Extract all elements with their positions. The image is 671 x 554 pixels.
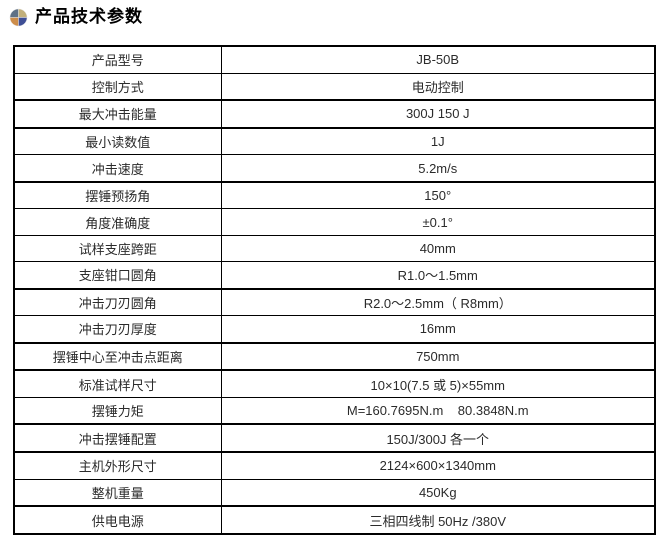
param-value-cell: R2.0～2.5mm（ R8mm） [220, 288, 656, 317]
param-value-cell: 5.2m/s [220, 154, 656, 183]
param-value-cell: M=160.7695N.m 80.3848N.m [220, 396, 656, 426]
param-value-cell: ±0.1° [220, 208, 656, 236]
param-label-cell: 摆锤预扬角 [13, 181, 222, 210]
param-label-cell: 整机重量 [13, 478, 222, 508]
table-row: 冲击刀刃圆角 R2.0～2.5mm（ R8mm） [13, 288, 656, 317]
param-value-cell: 450Kg [220, 478, 656, 508]
param-label-cell: 试样支座跨距 [13, 234, 222, 263]
table-row: 摆锤预扬角 150° [13, 181, 656, 210]
param-label-cell: 产品型号 [13, 45, 222, 74]
param-value-cell: 16mm [220, 315, 656, 344]
page-header: 产品技术参数 [9, 6, 143, 28]
param-value-cell: 1J [220, 127, 656, 156]
param-value-cell: 150° [220, 181, 656, 210]
param-label-cell: 冲击摆锤配置 [13, 423, 222, 454]
param-label-cell: 支座钳口圆角 [13, 261, 222, 290]
table-row: 主机外形尺寸 2124×600×1340mm [13, 451, 656, 480]
table-row: 标准试样尺寸 10×10(7.5 或 5)×55mm [13, 369, 656, 398]
param-value-cell: 150J/300J 各一个 [220, 423, 656, 454]
table-row: 整机重量 450Kg [13, 478, 656, 508]
table-row: 支座钳口圆角 R1.0～1.5mm [13, 261, 656, 290]
param-value-cell: JB-50B [220, 45, 656, 74]
table-row: 摆锤中心至冲击点距离 750mm [13, 342, 656, 372]
param-value-cell: 10×10(7.5 或 5)×55mm [220, 369, 656, 398]
param-label-cell: 控制方式 [13, 72, 222, 102]
table-row: 摆锤力矩 M=160.7695N.m 80.3848N.m [13, 396, 656, 426]
param-value-cell: 三相四线制 50Hz /380V [220, 505, 656, 535]
table-row: 产品型号 JB-50B [13, 45, 656, 74]
param-label-cell: 最小读数值 [13, 127, 222, 156]
spec-table-body: 产品型号 JB-50B 控制方式 电动控制 最大冲击能量 300J 150 J 最小读数值 1… [13, 45, 656, 535]
sphere-pie-icon [9, 8, 28, 26]
param-value-cell: 40mm [220, 234, 656, 263]
param-label-cell: 角度准确度 [13, 208, 222, 236]
spec-table: 产品型号 JB-50B 控制方式 电动控制 最大冲击能量 300J 150 J 最小读数值 1… [13, 45, 656, 535]
param-label-cell: 冲击速度 [13, 154, 222, 183]
table-row: 冲击速度 5.2m/s [13, 154, 656, 183]
table-row: 控制方式 电动控制 [13, 72, 656, 102]
param-label-cell: 冲击刀刃圆角 [13, 288, 222, 317]
param-value-cell: 300J 150 J [220, 99, 656, 129]
param-label-cell: 供电电源 [13, 505, 222, 535]
table-row: 角度准确度 ±0.1° [13, 208, 656, 236]
param-value-cell: 750mm [220, 342, 656, 372]
param-value-cell: 电动控制 [220, 72, 656, 102]
param-value-cell: 2124×600×1340mm [220, 451, 656, 480]
param-label-cell: 标准试样尺寸 [13, 369, 222, 398]
param-label-cell: 摆锤中心至冲击点距离 [13, 342, 222, 372]
table-row: 冲击摆锤配置 150J/300J 各一个 [13, 423, 656, 454]
table-row: 试样支座跨距 40mm [13, 234, 656, 263]
param-value-cell: R1.0～1.5mm [220, 261, 656, 290]
table-row: 最大冲击能量 300J 150 J [13, 99, 656, 129]
page-title: 产品技术参数 [35, 7, 143, 26]
param-label-cell: 冲击刀刃厚度 [13, 315, 222, 344]
param-label-cell: 主机外形尺寸 [13, 451, 222, 480]
table-row: 最小读数值 1J [13, 127, 656, 156]
table-row: 冲击刀刃厚度 16mm [13, 315, 656, 344]
param-label-cell: 最大冲击能量 [13, 99, 222, 129]
table-row: 供电电源 三相四线制 50Hz /380V [13, 505, 656, 535]
param-label-cell: 摆锤力矩 [13, 396, 222, 426]
